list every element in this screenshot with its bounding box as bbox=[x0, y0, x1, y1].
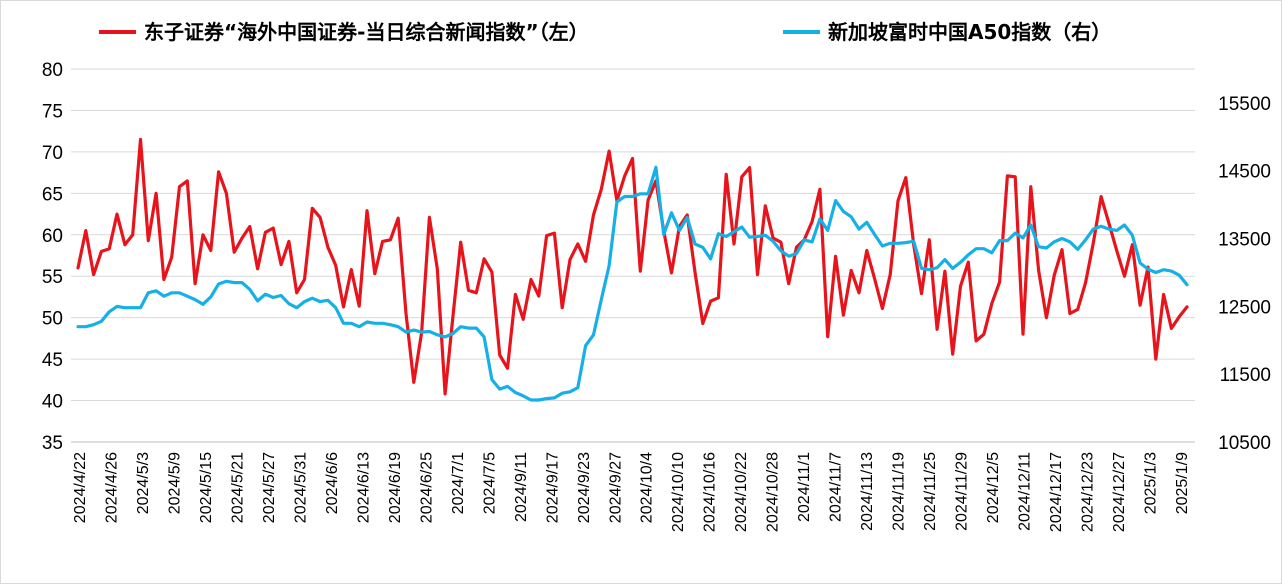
x-axis-tick-label: 2024/5/9 bbox=[167, 452, 184, 514]
left-axis-tick-label: 35 bbox=[42, 433, 63, 454]
right-axis-tick-label: 15500 bbox=[1218, 94, 1271, 115]
x-axis-tick-label: 2024/5/3 bbox=[135, 452, 152, 514]
x-axis-tick-label: 2024/4/22 bbox=[72, 452, 89, 523]
left-axis-tick-label: 65 bbox=[42, 184, 63, 205]
right-axis-tick-label: 13500 bbox=[1218, 230, 1271, 251]
x-axis-tick-label: 2024/5/27 bbox=[261, 452, 278, 523]
x-axis-tick-label: 2024/12/23 bbox=[1080, 452, 1097, 532]
right-axis-tick-label: 12500 bbox=[1218, 297, 1271, 318]
x-axis-tick-label: 2024/12/17 bbox=[1048, 452, 1065, 532]
x-axis: 2024/4/22 2024/4/26 2024/5/3 2024/5/9 2024/5… bbox=[71, 441, 1195, 532]
legend-label-news-index: 东子证券“海外中国证券-当日综合新闻指数”（左） bbox=[144, 20, 589, 44]
left-axis-tick-label: 50 bbox=[42, 309, 63, 330]
x-axis-tick-label: 2024/10/10 bbox=[670, 452, 687, 532]
x-axis-tick-label: 2024/10/4 bbox=[639, 452, 656, 523]
x-axis-tick-label: 2024/6/19 bbox=[387, 452, 404, 523]
x-axis-tick-label: 2024/6/6 bbox=[324, 452, 341, 514]
x-axis-tick-label: 2024/10/22 bbox=[733, 452, 750, 532]
left-y-axis: 35 40 45 50 55 60 65 70 75 80 bbox=[42, 60, 63, 454]
left-axis-tick-label: 75 bbox=[42, 101, 63, 122]
legend-label-a50-index: 新加坡富时中国A50指数（右） bbox=[828, 20, 1111, 44]
right-y-axis: 10500 11500 12500 13500 14500 15500 bbox=[1218, 94, 1271, 454]
left-axis-tick-label: 80 bbox=[42, 60, 63, 81]
x-axis-tick-label: 2024/12/5 bbox=[985, 452, 1002, 523]
x-axis-tick-label: 2024/4/26 bbox=[104, 452, 121, 523]
left-axis-tick-label: 55 bbox=[42, 267, 63, 288]
x-axis-tick-label: 2024/7/1 bbox=[450, 452, 467, 514]
x-axis-tick-label: 2024/9/27 bbox=[607, 452, 624, 523]
x-axis-tick-label: 2024/9/23 bbox=[576, 452, 593, 523]
left-axis-tick-label: 70 bbox=[42, 143, 63, 164]
x-axis-tick-label: 2024/11/1 bbox=[796, 452, 813, 522]
x-axis-tick-label: 2024/9/11 bbox=[513, 452, 530, 522]
x-axis-tick-label: 2024/5/31 bbox=[292, 452, 309, 523]
x-axis-tick-label: 2024/6/13 bbox=[355, 452, 372, 523]
right-axis-tick-label: 10500 bbox=[1218, 433, 1271, 454]
x-axis-tick-label: 2024/11/19 bbox=[891, 452, 908, 531]
series-line-news-index bbox=[76, 137, 1189, 396]
x-axis-tick-label: 2024/12/11 bbox=[1017, 452, 1034, 531]
x-axis-tick-label: 2024/12/27 bbox=[1111, 452, 1128, 532]
plot-series bbox=[76, 137, 1189, 402]
left-axis-tick-label: 40 bbox=[42, 392, 63, 413]
x-axis-tick-label: 2024/7/5 bbox=[481, 452, 498, 514]
x-axis-tick-label: 2024/11/7 bbox=[828, 452, 845, 522]
x-axis-tick-label: 2024/11/29 bbox=[954, 452, 971, 531]
x-axis-tick-label: 2024/10/28 bbox=[765, 452, 782, 532]
x-axis-tick-label: 2024/5/15 bbox=[198, 452, 215, 523]
right-axis-tick-label: 14500 bbox=[1218, 162, 1271, 183]
legend: 东子证券“海外中国证券-当日综合新闻指数”（左） 新加坡富时中国A50指数（右） bbox=[99, 20, 1111, 44]
right-axis-tick-label: 11500 bbox=[1220, 365, 1271, 386]
left-axis-tick-label: 45 bbox=[42, 350, 63, 371]
x-axis-tick-label: 2024/10/16 bbox=[702, 452, 719, 532]
x-axis-tick-label: 2024/11/25 bbox=[922, 452, 939, 531]
x-axis-tick-label: 2024/6/25 bbox=[418, 452, 435, 523]
x-axis-tick-label: 2024/5/21 bbox=[229, 452, 246, 523]
series-line-a50-index bbox=[76, 165, 1189, 402]
x-axis-tick-label: 2024/9/17 bbox=[544, 452, 561, 523]
left-axis-tick-label: 60 bbox=[42, 226, 63, 247]
x-axis-tick-label: 2024/11/13 bbox=[859, 452, 876, 531]
x-axis-tick-label: 2025/1/3 bbox=[1143, 452, 1160, 514]
x-axis-tick-label: 2025/1/9 bbox=[1174, 452, 1191, 514]
